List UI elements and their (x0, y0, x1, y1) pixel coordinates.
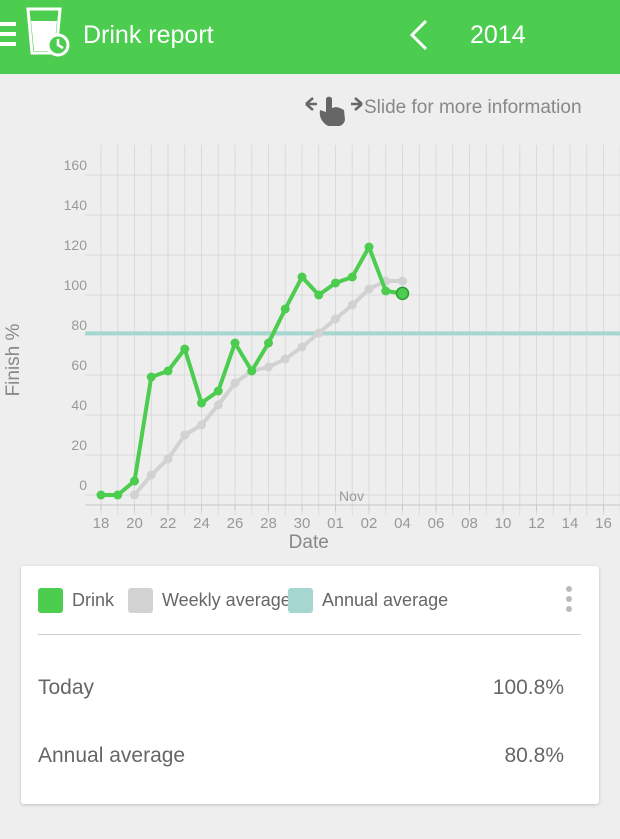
drink-point (247, 366, 257, 376)
x-tick-label: 06 (428, 515, 445, 532)
drink-point (96, 490, 106, 500)
legend: Drink Weekly average Annual average (38, 586, 538, 616)
drink-report-logo-icon (26, 7, 70, 57)
weekly-average-point (297, 342, 307, 352)
y-tick-label: 60 (71, 357, 87, 373)
legend-label: Weekly average (162, 590, 291, 610)
x-tick-label: 02 (361, 515, 378, 532)
y-tick-label: 140 (64, 197, 88, 213)
weekly-average-point (230, 378, 240, 388)
x-tick-label: 01 (327, 515, 344, 532)
drink-point (381, 286, 391, 296)
chevron-left-icon[interactable] (404, 18, 434, 52)
weekly-average-point (264, 362, 273, 372)
app-bar: Drink report 2014 (0, 0, 620, 74)
y-axis-title: Finish % (2, 300, 26, 420)
drink-point (197, 398, 206, 408)
drink-point (347, 272, 357, 282)
weekly-average-point (197, 420, 206, 430)
more-options-icon[interactable] (561, 586, 577, 618)
drink-point (213, 386, 223, 396)
drink-point (230, 338, 240, 348)
x-tick-label: 16 (595, 515, 612, 532)
drink-point (280, 304, 290, 314)
weekly-average-point (180, 430, 190, 440)
stat-label: Today (38, 676, 95, 699)
stat-row-today: Today 100.8% (38, 676, 564, 706)
legend-swatch-drink (38, 588, 63, 613)
x-tick-label: 14 (562, 515, 579, 532)
y-tick-label: 100 (64, 277, 88, 293)
drink-point (113, 490, 123, 500)
drink-point (146, 372, 156, 382)
app-title: Drink report (83, 21, 214, 49)
x-tick-label: 12 (528, 515, 545, 532)
month-label: Nov (339, 488, 364, 504)
weekly-average-point (364, 284, 374, 294)
legend-label: Drink (72, 590, 115, 610)
hint-text: Slide for more information (364, 97, 582, 118)
stat-row-annual-average: Annual average 80.8% (38, 744, 564, 774)
weekly-average-point (347, 300, 357, 310)
weekly-average-point (146, 470, 156, 480)
y-tick-label: 120 (64, 237, 88, 253)
drink-point (163, 366, 173, 376)
chart-plot[interactable]: 0 20 40 60 80 100 120 140 160 18 20 22 24 26 28 30 01 02 0… (0, 140, 620, 560)
x-tick-label: 24 (193, 515, 210, 532)
stat-value: 80.8% (504, 744, 564, 767)
x-tick-label: 26 (227, 515, 244, 532)
y-axis-label: Finish % (3, 323, 24, 397)
x-tick-label: 30 (294, 515, 311, 532)
drink-point (314, 290, 324, 300)
legend-swatch-annual-average (288, 588, 313, 613)
y-tick-label: 0 (79, 477, 87, 493)
legend-label: Annual average (322, 590, 449, 610)
divider (38, 634, 581, 635)
weekly-average-point (331, 314, 340, 324)
weekly-average-point (314, 328, 324, 338)
legend-swatch-weekly-average (128, 588, 153, 613)
drink-point (264, 338, 273, 348)
summary-card: Drink Weekly average Annual average Toda… (21, 566, 599, 804)
drink-point (331, 278, 340, 288)
weekly-average-point (130, 490, 139, 500)
weekly-average-point (213, 400, 223, 410)
stat-label: Annual average (38, 744, 186, 767)
year-selector[interactable]: 2014 (470, 21, 526, 49)
drink-point (297, 272, 307, 282)
y-tick-label: 20 (71, 437, 87, 453)
weekly-average-point (163, 454, 173, 464)
x-tick-label: 18 (93, 515, 110, 532)
x-axis-label: Date (289, 532, 329, 553)
drink-point (364, 242, 374, 252)
x-tick-label: 28 (260, 515, 277, 532)
menu-icon[interactable] (0, 22, 16, 46)
stat-value: 100.8% (492, 676, 564, 699)
weekly-average-point (280, 354, 290, 364)
x-tick-label: 22 (160, 515, 177, 532)
y-tick-label: 160 (64, 157, 88, 173)
swipe-hand-icon (305, 96, 363, 126)
drink-chart[interactable]: 0 20 40 60 80 100 120 140 160 18 20 22 24 26 28 30 01 02 0… (0, 140, 620, 560)
y-tick-label: 40 (71, 397, 87, 413)
drink-point (395, 286, 410, 301)
drink-point (130, 476, 139, 486)
drink-point (180, 344, 190, 354)
x-tick-label: 04 (394, 515, 411, 532)
weekly-average-point (398, 276, 407, 286)
x-tick-label: 10 (495, 515, 512, 532)
x-tick-label: 08 (461, 515, 478, 532)
y-tick-label: 80 (71, 317, 87, 333)
x-tick-label: 20 (126, 515, 143, 532)
